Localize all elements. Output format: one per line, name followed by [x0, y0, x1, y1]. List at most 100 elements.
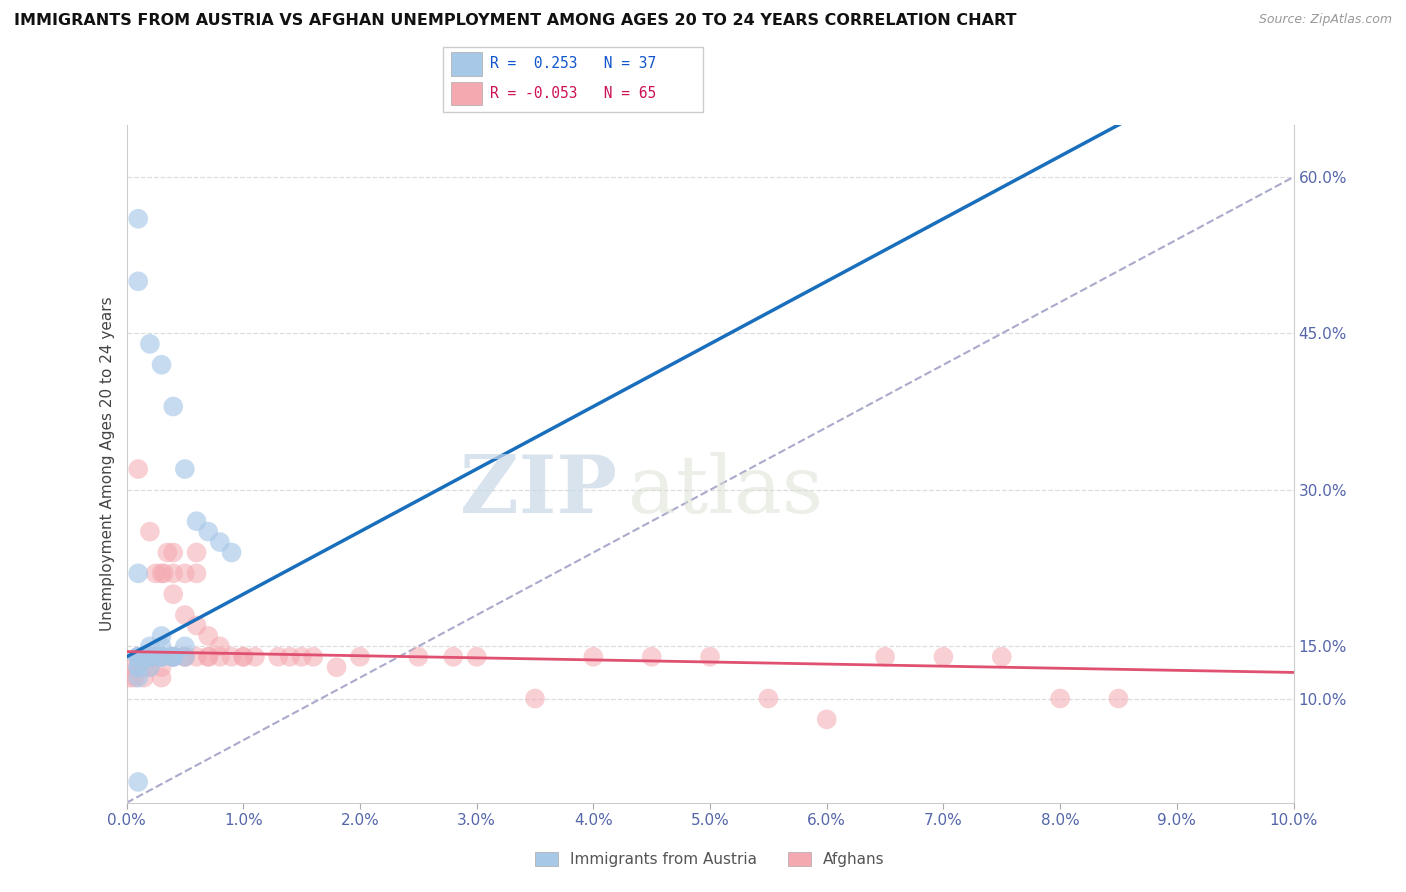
Point	[875, 649, 897, 664]
Point	[174, 649, 197, 664]
Point	[174, 640, 197, 654]
Point	[127, 211, 149, 226]
Point	[221, 649, 243, 664]
Point	[267, 649, 290, 664]
Point	[127, 566, 149, 581]
Point	[186, 649, 208, 664]
Point	[278, 649, 301, 664]
Point	[232, 649, 254, 664]
Point	[640, 649, 664, 664]
Point	[127, 649, 149, 664]
Point	[127, 649, 149, 664]
Point	[129, 649, 152, 664]
Point	[582, 649, 605, 664]
Point	[127, 462, 149, 476]
Point	[162, 649, 184, 664]
Point	[162, 649, 184, 664]
Point	[325, 660, 347, 674]
Point	[139, 649, 162, 664]
Point	[221, 545, 243, 559]
Point	[150, 649, 173, 664]
Point	[124, 671, 146, 685]
Point	[197, 649, 219, 664]
Point	[990, 649, 1012, 664]
Text: Source: ZipAtlas.com: Source: ZipAtlas.com	[1258, 13, 1392, 27]
Point	[153, 566, 176, 581]
Point	[139, 649, 162, 664]
Point	[127, 649, 149, 664]
Point	[150, 660, 173, 674]
Point	[186, 545, 208, 559]
Point	[156, 545, 179, 559]
Point	[465, 649, 488, 664]
Point	[208, 649, 231, 664]
Point	[174, 462, 197, 476]
Point	[186, 514, 208, 528]
Point	[162, 566, 184, 581]
Text: atlas: atlas	[628, 452, 824, 530]
Text: ZIP: ZIP	[460, 452, 617, 530]
Point	[127, 660, 149, 674]
Point	[118, 671, 141, 685]
Text: R =  0.253   N = 37: R = 0.253 N = 37	[489, 56, 657, 71]
Point	[139, 660, 162, 674]
Point	[150, 566, 173, 581]
Point	[145, 649, 167, 664]
Point	[174, 649, 197, 664]
Point	[141, 649, 163, 664]
Point	[162, 649, 184, 664]
Point	[139, 649, 162, 664]
FancyBboxPatch shape	[451, 53, 482, 76]
Point	[197, 524, 219, 539]
Point	[699, 649, 721, 664]
Point	[174, 608, 197, 623]
Point	[121, 660, 143, 674]
Text: R = -0.053   N = 65: R = -0.053 N = 65	[489, 86, 657, 101]
Point	[139, 649, 162, 664]
Point	[150, 649, 173, 664]
Point	[815, 712, 838, 726]
Point	[150, 671, 173, 685]
Point	[150, 640, 173, 654]
Point	[162, 649, 184, 664]
Point	[139, 640, 162, 654]
Point	[139, 524, 162, 539]
Point	[208, 535, 231, 549]
Point	[197, 649, 219, 664]
Legend: Immigrants from Austria, Afghans: Immigrants from Austria, Afghans	[529, 846, 891, 873]
Point	[162, 545, 184, 559]
Point	[139, 649, 162, 664]
Point	[139, 649, 162, 664]
Point	[127, 671, 149, 685]
Point	[139, 337, 162, 351]
Point	[186, 566, 208, 581]
Point	[127, 274, 149, 288]
Point	[150, 649, 173, 664]
Point	[150, 629, 173, 643]
Point	[150, 358, 173, 372]
Point	[162, 649, 184, 664]
Y-axis label: Unemployment Among Ages 20 to 24 years: Unemployment Among Ages 20 to 24 years	[100, 296, 115, 632]
Point	[302, 649, 325, 664]
Point	[174, 649, 197, 664]
FancyBboxPatch shape	[443, 47, 703, 112]
Point	[1049, 691, 1071, 706]
Point	[290, 649, 312, 664]
Point	[208, 640, 231, 654]
Point	[145, 566, 167, 581]
Point	[162, 400, 184, 414]
Point	[524, 691, 547, 706]
Text: IMMIGRANTS FROM AUSTRIA VS AFGHAN UNEMPLOYMENT AMONG AGES 20 TO 24 YEARS CORRELA: IMMIGRANTS FROM AUSTRIA VS AFGHAN UNEMPL…	[14, 13, 1017, 29]
Point	[127, 775, 149, 789]
Point	[139, 649, 162, 664]
Point	[441, 649, 464, 664]
Point	[349, 649, 371, 664]
Point	[756, 691, 779, 706]
Point	[232, 649, 254, 664]
Point	[197, 629, 219, 643]
Point	[408, 649, 430, 664]
Point	[132, 660, 155, 674]
Point	[132, 671, 155, 685]
Point	[174, 566, 197, 581]
Point	[139, 660, 162, 674]
